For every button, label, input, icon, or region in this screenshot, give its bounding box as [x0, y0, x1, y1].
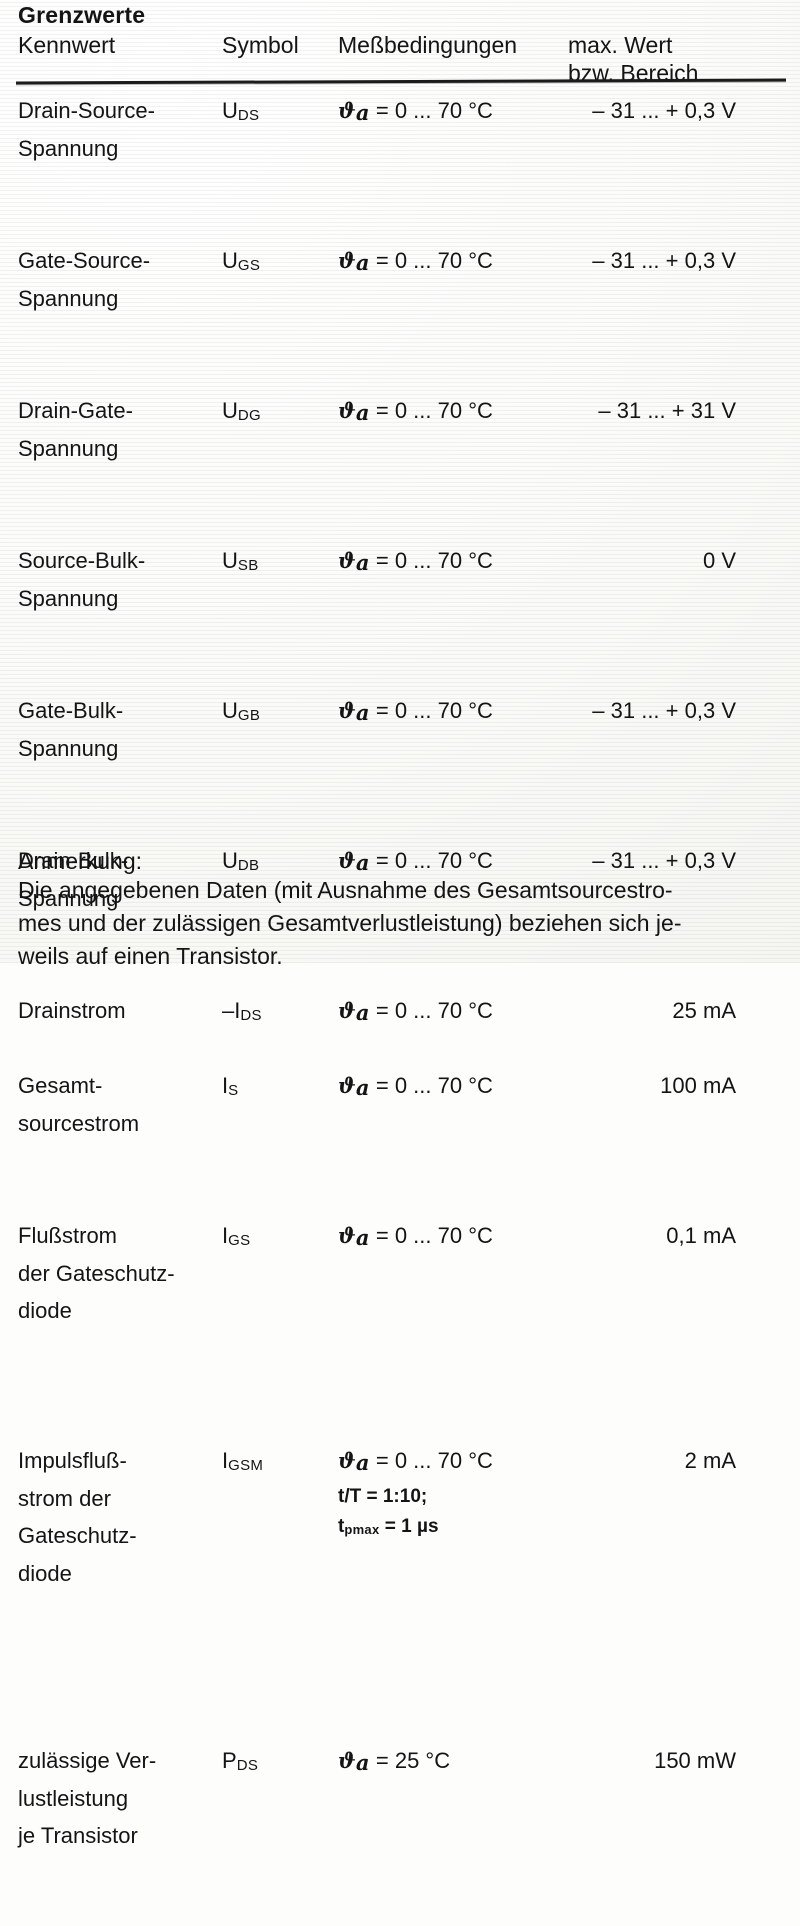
- row-messbedingungen: ϑa = 0 ... 70 °C: [338, 548, 493, 575]
- table-row: Drain-Bulk- Spannung UDB ϑa = 0 ... 70 °C – …: [0, 467, 800, 911]
- table-row: Gate-Source- Spannung UGS ϑa = 0 ... 70 °C –…: [0, 167, 800, 311]
- note-line: weils auf einen Transistor.: [18, 943, 283, 969]
- row-symbol: IGS: [222, 1223, 251, 1249]
- row-symbol: USB: [222, 548, 259, 574]
- datasheet-limits-table: Grenzwerte Kennwert Symbol Meßbedingunge…: [15, 2, 787, 1848]
- row-max-wert: 150 mW: [654, 1748, 736, 1773]
- table-row: Gate-Bulk- Spannung UGB ϑa = 0 ... 70 °C – 3…: [0, 392, 800, 761]
- row-symbol: UGB: [222, 698, 261, 724]
- row-messbedingungen: ϑa = 0 ... 70 °C: [338, 698, 493, 725]
- row-messbedingungen: ϑa = 0 ... 70 °C: [338, 848, 493, 875]
- scan-grain-overlay: [0, 0, 800, 963]
- row-max-wert: – 31 ... + 0,3 V: [592, 848, 736, 873]
- table-row: Drain-Source- Spannung UDS ϑa = 0 ... 70 °C…: [0, 92, 800, 167]
- row-kennwert: Flußstrom der Gateschutz-diode: [18, 1223, 175, 1323]
- row-max-wert: – 31 ... + 0,3 V: [592, 248, 736, 273]
- row-kennwert: Drain-Gate- Spannung: [18, 398, 133, 461]
- row-kennwert: Impulsfluß-strom der Gateschutz-diode: [18, 1448, 137, 1586]
- row-kennwert: Source-Bulk- Spannung: [18, 548, 146, 611]
- row-messbedingungen: ϑa = 0 ... 70 °C: [338, 98, 493, 125]
- row-symbol: PDS: [222, 1748, 259, 1774]
- paper-background: [0, 0, 800, 963]
- column-header-bzw-bereich: bzw. Bereich: [568, 60, 699, 86]
- row-kennwert: Drain-Bulk- Spannung: [18, 848, 129, 911]
- row-kennwert: zulässige Ver-lustleistung je Transistor: [18, 1748, 157, 1848]
- row-symbol: UDS: [222, 98, 260, 124]
- column-header-messbedingungen: Meßbedingungen: [338, 32, 518, 58]
- row-max-wert: 0,1 mA: [666, 1223, 736, 1248]
- note-label: Anmerkung:: [18, 848, 143, 874]
- table-row: Flußstrom der Gateschutz-diode IGS ϑa = 0 .…: [0, 655, 800, 1323]
- row-symbol: UDB: [222, 848, 260, 874]
- table-row: Source-Bulk- Spannung USB ϑa = 0 ... 70 °C 0…: [0, 317, 800, 611]
- table-body: Drain-Source- Spannung UDS ϑa = 0 ... 70 °C…: [0, 92, 800, 1848]
- note-line: mes und der zulässigen Gesamtverlustleis…: [18, 910, 682, 936]
- column-header-kennwert: Kennwert: [18, 32, 116, 58]
- row-symbol: IGSM: [222, 1448, 264, 1474]
- column-header-symbol: Symbol: [222, 32, 299, 58]
- column-header-max-wert: max. Wert: [568, 32, 673, 58]
- row-messbedingungen: ϑa = 0 ... 70 °C: [338, 248, 493, 275]
- row-max-wert: – 31 ... + 0,3 V: [592, 98, 736, 123]
- row-kennwert: Gate-Bulk- Spannung: [18, 698, 124, 761]
- table-row: Gesamt-sourcestrom IS ϑa = 0 ... 70 °C 100 …: [0, 580, 800, 1136]
- row-kennwert: Gate-Source- Spannung: [18, 248, 151, 311]
- row-messbedingungen: ϑa = 0 ... 70 °C t/T = 1:10; tpmax = 1 µs: [338, 1448, 493, 1537]
- table-row: Drain-Gate- Spannung UDG ϑa = 0 ... 70 °C – …: [0, 242, 800, 461]
- note-body: Die angegebenen Daten (mit Ausnahme des …: [18, 874, 786, 973]
- row-kennwert: Drain-Source- Spannung: [18, 98, 155, 161]
- row-max-wert: – 31 ... + 31 V: [598, 398, 736, 423]
- row-max-wert: 2 mA: [684, 1448, 736, 1473]
- row-symbol: UGS: [222, 248, 261, 274]
- row-symbol: UDG: [222, 398, 261, 424]
- table-title: Grenzwerte: [18, 2, 146, 28]
- row-max-wert: 0 V: [702, 548, 736, 573]
- row-messbedingungen: ϑa = 25 °C: [338, 1748, 451, 1775]
- row-messbedingungen: ϑa = 0 ... 70 °C: [338, 398, 493, 425]
- table-row: Drainstrom –IDS ϑa = 0 ... 70 °C 25 mA: [0, 542, 800, 1025]
- row-max-wert: – 31 ... + 0,3 V: [592, 698, 736, 723]
- note-line: Die angegebenen Daten (mit Ausnahme des …: [18, 877, 673, 903]
- row-messbedingungen: ϑa = 0 ... 70 °C: [338, 1223, 493, 1250]
- table-row: zulässige Ge-samtverlust-leistungPtotϑa …: [0, 1030, 800, 1143]
